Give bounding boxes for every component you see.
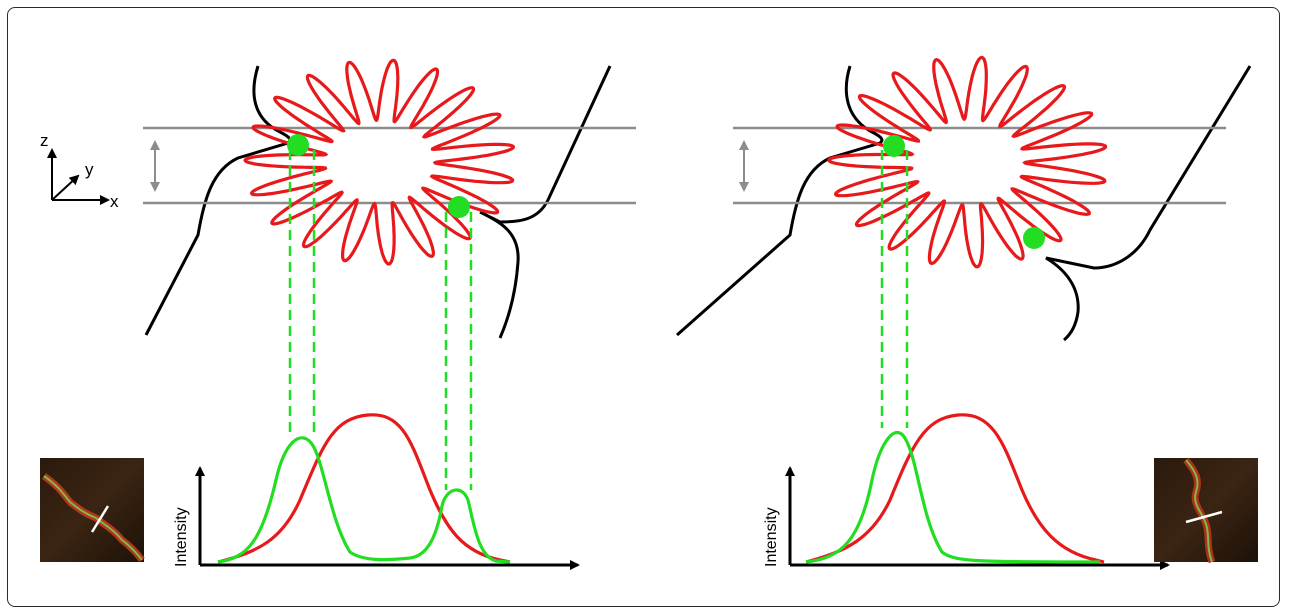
left-panel: Intensity — [40, 58, 636, 570]
junction-marker-right-2 — [1023, 227, 1045, 249]
junction-marker-right-1 — [883, 135, 905, 157]
axis-label-y: y — [85, 160, 94, 179]
junction-marker-left-1 — [287, 134, 309, 156]
plot-ylabel-left: Intensity — [173, 507, 190, 567]
green-intensity-curve-right — [805, 431, 1101, 564]
membrane-ruffle-right — [827, 55, 1108, 269]
membrane-ruffle-left — [243, 58, 516, 266]
axis-label-x: x — [110, 192, 119, 211]
junction-marker-left-2 — [448, 196, 470, 218]
cell-outline-right-a — [676, 65, 884, 337]
right-panel: Intensity — [676, 55, 1258, 570]
cell-outline-right-b — [1045, 65, 1252, 342]
projection-lines-left — [288, 150, 473, 490]
diagram-svg: z y x — [40, 55, 1258, 570]
micrograph-thumbnail-left — [40, 458, 145, 563]
green-intensity-curve-left — [217, 436, 511, 564]
figure: z y x — [7, 7, 1280, 607]
cell-outline-left-b — [479, 65, 612, 339]
xyz-axis-indicator: z y x — [40, 131, 119, 211]
projection-lines-right — [880, 150, 909, 428]
plot-ylabel-right: Intensity — [763, 507, 780, 567]
red-intensity-curve-right — [805, 413, 1105, 564]
micrograph-thumbnail-right — [1154, 457, 1258, 564]
figure-frame — [7, 7, 1280, 607]
axis-label-z: z — [40, 131, 49, 150]
red-intensity-curve-left — [217, 413, 511, 564]
